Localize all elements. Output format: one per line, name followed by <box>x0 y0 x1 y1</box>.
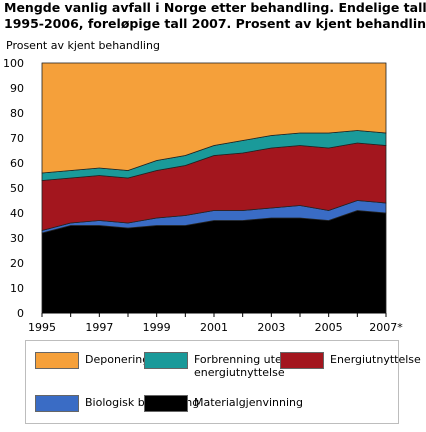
y-tick-label-30: 30 <box>10 232 24 245</box>
legend-label-deponering: Deponering <box>85 353 150 366</box>
legend-item-energiutnyttelse: Energiutnyttelse <box>280 352 421 369</box>
y-tick-label-80: 80 <box>10 107 24 120</box>
legend-label-materialgjenvinning: Materialgjenvinning <box>194 396 303 409</box>
y-tick-label-40: 40 <box>10 207 24 220</box>
legend-swatch-forbrenning <box>144 352 188 369</box>
x-tick-label-2003: 2003 <box>257 321 285 334</box>
chart-title: Mengde vanlig avfall i Norge etter behan… <box>4 0 426 31</box>
legend-swatch-energiutnyttelse <box>280 352 324 369</box>
stacked-area-chart: 0 10 20 30 40 50 60 70 80 90 100 1995 1997 1999 2001 20… <box>3 39 403 334</box>
y-tick-label-70: 70 <box>10 132 24 145</box>
chart-title-line-1: Mengde vanlig avfall i Norge etter behan… <box>4 0 426 15</box>
x-tick-label-2001: 2001 <box>200 321 228 334</box>
x-tick-label-2005: 2005 <box>315 321 343 334</box>
y-tick-label-100: 100 <box>3 57 24 70</box>
legend-swatch-deponering <box>35 352 79 369</box>
area-layer <box>41 62 387 314</box>
legend-item-deponering: Deponering <box>35 352 149 369</box>
legend: Deponering Forbrenning uten energiutnytt… <box>25 340 421 424</box>
x-tick-label-2007: 2007* <box>369 321 403 334</box>
legend-item-forbrenning: Forbrenning uten energiutnyttelse <box>144 352 289 379</box>
x-tick-label-1999: 1999 <box>143 321 171 334</box>
legend-swatch-biologisk <box>35 395 79 412</box>
area-deponering <box>41 62 387 174</box>
y-tick-label-90: 90 <box>10 82 24 95</box>
legend-label-energiutnyttelse: Energiutnyttelse <box>330 353 421 366</box>
y-tick-label-50: 50 <box>10 182 24 195</box>
chart-title-line-2: 1995-2006, foreløpige tall 2007. Prosent… <box>4 15 426 31</box>
legend-swatch-materialgjenvinning <box>144 395 188 412</box>
axis-layer: 0 10 20 30 40 50 60 70 80 90 100 1995 1997 1999 2001 20… <box>3 57 403 334</box>
y-tick-label-20: 20 <box>10 257 24 270</box>
legend-item-materialgjenvinning: Materialgjenvinning <box>144 395 303 412</box>
x-tick-label-1995: 1995 <box>28 321 56 334</box>
y-tick-label-10: 10 <box>10 282 24 295</box>
y-axis-label: Prosent av kjent behandling <box>6 39 160 52</box>
y-tick-label-0: 0 <box>17 307 24 320</box>
legend-label-forbrenning: Forbrenning uten energiutnyttelse <box>194 353 289 379</box>
x-tick-label-1997: 1997 <box>85 321 113 334</box>
y-tick-label-60: 60 <box>10 157 24 170</box>
